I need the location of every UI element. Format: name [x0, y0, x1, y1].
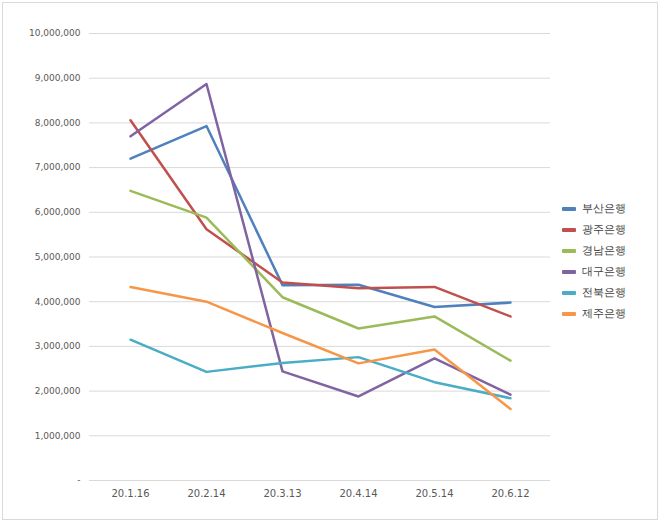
svg-text:8,000,000: 8,000,000 [35, 117, 81, 127]
svg-text:20.3.13: 20.3.13 [263, 487, 301, 498]
html-text:전북은행: 전북은행 [582, 286, 626, 299]
html-text:경남은행: 경남은행 [582, 244, 626, 257]
svg-text:20.2.14: 20.2.14 [187, 487, 225, 498]
svg-text:2,000,000: 2,000,000 [35, 385, 81, 395]
svg-text:20.5.14: 20.5.14 [415, 487, 453, 498]
svg-text:10,000,000: 10,000,000 [29, 28, 81, 38]
html-text:제주은행: 제주은행 [582, 307, 626, 320]
html-text:부산은행: 부산은행 [582, 202, 626, 215]
svg-text:20.1.16: 20.1.16 [111, 487, 149, 498]
svg-text:20.4.14: 20.4.14 [339, 487, 377, 498]
html-text:대구은행: 대구은행 [582, 265, 626, 278]
svg-text:4,000,000: 4,000,000 [35, 296, 81, 306]
svg-text:1,000,000: 1,000,000 [35, 430, 81, 440]
svg-text:9,000,000: 9,000,000 [35, 73, 81, 83]
svg-text:6,000,000: 6,000,000 [35, 207, 81, 217]
html-text:광주은행: 광주은행 [582, 223, 626, 236]
svg-text:5,000,000: 5,000,000 [35, 251, 81, 261]
svg-text:7,000,000: 7,000,000 [35, 162, 81, 172]
svg-text:3,000,000: 3,000,000 [35, 341, 81, 351]
svg-text:-: - [77, 475, 80, 485]
svg-text:20.6.12: 20.6.12 [491, 487, 529, 498]
